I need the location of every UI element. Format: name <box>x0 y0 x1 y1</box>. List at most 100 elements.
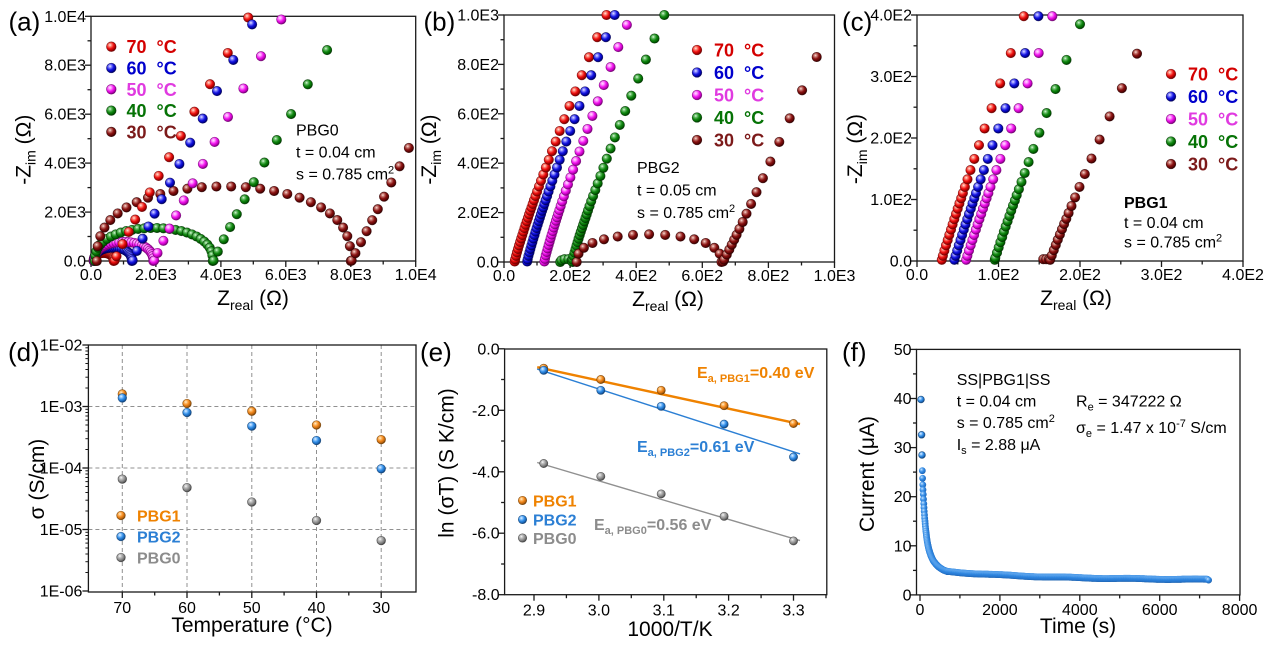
svg-text:70: 70 <box>113 600 131 617</box>
svg-text:6.0E3: 6.0E3 <box>44 107 86 124</box>
svg-text:t = 0.05 cm: t = 0.05 cm <box>637 182 717 199</box>
svg-text:2.0E2: 2.0E2 <box>870 131 912 148</box>
svg-text:70 °C: 70 °C <box>127 37 177 57</box>
svg-text:50 °C: 50 °C <box>127 80 177 100</box>
svg-text:0.0: 0.0 <box>80 267 102 284</box>
svg-text:Zreal (Ω): Zreal (Ω) <box>1040 287 1112 313</box>
svg-text:Ea, PBG1=0.40 eV: Ea, PBG1=0.40 eV <box>697 365 815 385</box>
svg-text:-Zim (Ω): -Zim (Ω) <box>418 114 444 184</box>
svg-text:SS|PBG1|SS: SS|PBG1|SS <box>957 372 1051 389</box>
svg-text:8000: 8000 <box>1222 602 1258 619</box>
svg-text:40 °C: 40 °C <box>127 101 177 121</box>
svg-text:2.0E2: 2.0E2 <box>457 205 499 222</box>
svg-text:60: 60 <box>178 600 196 617</box>
svg-text:(b): (b) <box>424 7 456 37</box>
svg-text:3.0E2: 3.0E2 <box>1141 267 1183 284</box>
svg-text:10: 10 <box>894 538 912 555</box>
svg-text:3.3: 3.3 <box>782 603 804 620</box>
svg-text:1.0E3: 1.0E3 <box>814 268 856 285</box>
svg-text:4.0E2: 4.0E2 <box>870 8 912 25</box>
svg-text:8.0E2: 8.0E2 <box>747 268 789 285</box>
svg-text:2.9: 2.9 <box>523 603 545 620</box>
svg-text:40: 40 <box>308 600 326 617</box>
svg-text:0.0: 0.0 <box>493 268 515 285</box>
svg-text:(f): (f) <box>842 337 867 367</box>
svg-text:1E-04: 1E-04 <box>40 461 83 478</box>
svg-text:(a): (a) <box>9 7 41 37</box>
svg-text:PBG1: PBG1 <box>533 494 577 511</box>
svg-text:0.0: 0.0 <box>890 254 912 271</box>
svg-text:40 °C: 40 °C <box>714 108 764 128</box>
svg-text:20: 20 <box>894 489 912 506</box>
svg-text:Time (s): Time (s) <box>1040 615 1116 638</box>
svg-text:PBG1: PBG1 <box>1124 195 1168 212</box>
svg-text:Re = 347222 Ω: Re = 347222 Ω <box>1076 394 1182 414</box>
svg-text:4.0E3: 4.0E3 <box>44 156 86 173</box>
svg-text:4.0E2: 4.0E2 <box>1222 267 1264 284</box>
svg-text:t = 0.04 cm: t = 0.04 cm <box>296 145 376 162</box>
svg-text:PBG0: PBG0 <box>137 551 181 568</box>
svg-text:s = 0.785 cm2: s = 0.785 cm2 <box>1124 233 1222 252</box>
svg-text:t = 0.04 cm: t = 0.04 cm <box>1124 215 1204 232</box>
svg-text:0: 0 <box>916 602 925 619</box>
svg-text:50: 50 <box>894 342 912 359</box>
svg-text:3.1: 3.1 <box>653 603 675 620</box>
svg-text:60 °C: 60 °C <box>714 63 764 83</box>
svg-text:8.0E3: 8.0E3 <box>44 58 86 75</box>
svg-text:Is = 2.88 μA: Is = 2.88 μA <box>957 437 1041 457</box>
svg-text:σe = 1.47 x 10-7 S/cm: σe = 1.47 x 10-7 S/cm <box>1076 418 1227 440</box>
svg-text:Ea, PBG2=0.61 eV: Ea, PBG2=0.61 eV <box>637 439 755 459</box>
svg-text:6.0E3: 6.0E3 <box>265 267 307 284</box>
svg-text:3.0E2: 3.0E2 <box>870 69 912 86</box>
svg-text:1E-05: 1E-05 <box>40 522 83 539</box>
svg-text:50 °C: 50 °C <box>714 86 764 106</box>
svg-text:(e): (e) <box>420 337 452 367</box>
svg-text:(c): (c) <box>842 7 872 37</box>
svg-text:Zreal (Ω): Zreal (Ω) <box>217 287 289 313</box>
svg-text:s = 0.785 cm2: s = 0.785 cm2 <box>637 203 735 222</box>
svg-text:30: 30 <box>372 600 390 617</box>
svg-text:-4.0: -4.0 <box>472 464 500 481</box>
svg-text:2.0E3: 2.0E3 <box>135 267 177 284</box>
svg-text:-2.0: -2.0 <box>472 403 500 420</box>
svg-text:4.0E2: 4.0E2 <box>615 268 657 285</box>
svg-text:4000: 4000 <box>1062 602 1098 619</box>
svg-text:30 °C: 30 °C <box>1188 155 1238 175</box>
svg-text:6.0E2: 6.0E2 <box>681 268 723 285</box>
svg-text:1.0E4: 1.0E4 <box>395 267 437 284</box>
svg-text:50 °C: 50 °C <box>1188 110 1238 130</box>
svg-text:PBG2: PBG2 <box>637 160 680 177</box>
svg-text:2.0E2: 2.0E2 <box>1059 267 1101 284</box>
svg-text:1.0E2: 1.0E2 <box>978 267 1020 284</box>
svg-text:PBG0: PBG0 <box>296 123 339 140</box>
svg-text:3.0: 3.0 <box>588 603 610 620</box>
svg-text:t = 0.04 cm: t = 0.04 cm <box>957 394 1037 411</box>
svg-text:8.0E3: 8.0E3 <box>330 267 372 284</box>
svg-text:1000/T/K: 1000/T/K <box>627 618 712 641</box>
svg-text:1.0E2: 1.0E2 <box>870 192 912 209</box>
svg-text:PBG0: PBG0 <box>533 531 577 548</box>
svg-text:30: 30 <box>894 440 912 457</box>
svg-text:2.0E2: 2.0E2 <box>549 268 591 285</box>
svg-text:60 °C: 60 °C <box>127 59 177 79</box>
svg-text:(d): (d) <box>8 337 40 367</box>
svg-text:4.0E2: 4.0E2 <box>457 156 499 173</box>
svg-text:3.2: 3.2 <box>717 603 739 620</box>
svg-text:PBG2: PBG2 <box>137 530 181 547</box>
svg-text:8.0E2: 8.0E2 <box>457 57 499 74</box>
svg-text:0.0: 0.0 <box>64 254 86 271</box>
svg-text:40 °C: 40 °C <box>1188 132 1238 152</box>
svg-text:6.0E2: 6.0E2 <box>457 106 499 123</box>
svg-text:1E-02: 1E-02 <box>40 338 83 355</box>
svg-text:4.0E3: 4.0E3 <box>200 267 242 284</box>
svg-text:30 °C: 30 °C <box>127 122 177 142</box>
svg-text:Temperature (°C): Temperature (°C) <box>171 614 332 637</box>
svg-text:-Zim (Ω): -Zim (Ω) <box>844 114 870 184</box>
svg-text:s = 0.785 cm2: s = 0.785 cm2 <box>296 165 394 184</box>
svg-text:50: 50 <box>243 600 261 617</box>
svg-text:Ea, PBG0=0.56 eV: Ea, PBG0=0.56 eV <box>594 517 712 537</box>
svg-text:s = 0.785 cm2: s = 0.785 cm2 <box>957 413 1055 432</box>
svg-text:0.0: 0.0 <box>477 255 499 272</box>
svg-text:70 °C: 70 °C <box>714 41 764 61</box>
svg-text:40: 40 <box>894 391 912 408</box>
